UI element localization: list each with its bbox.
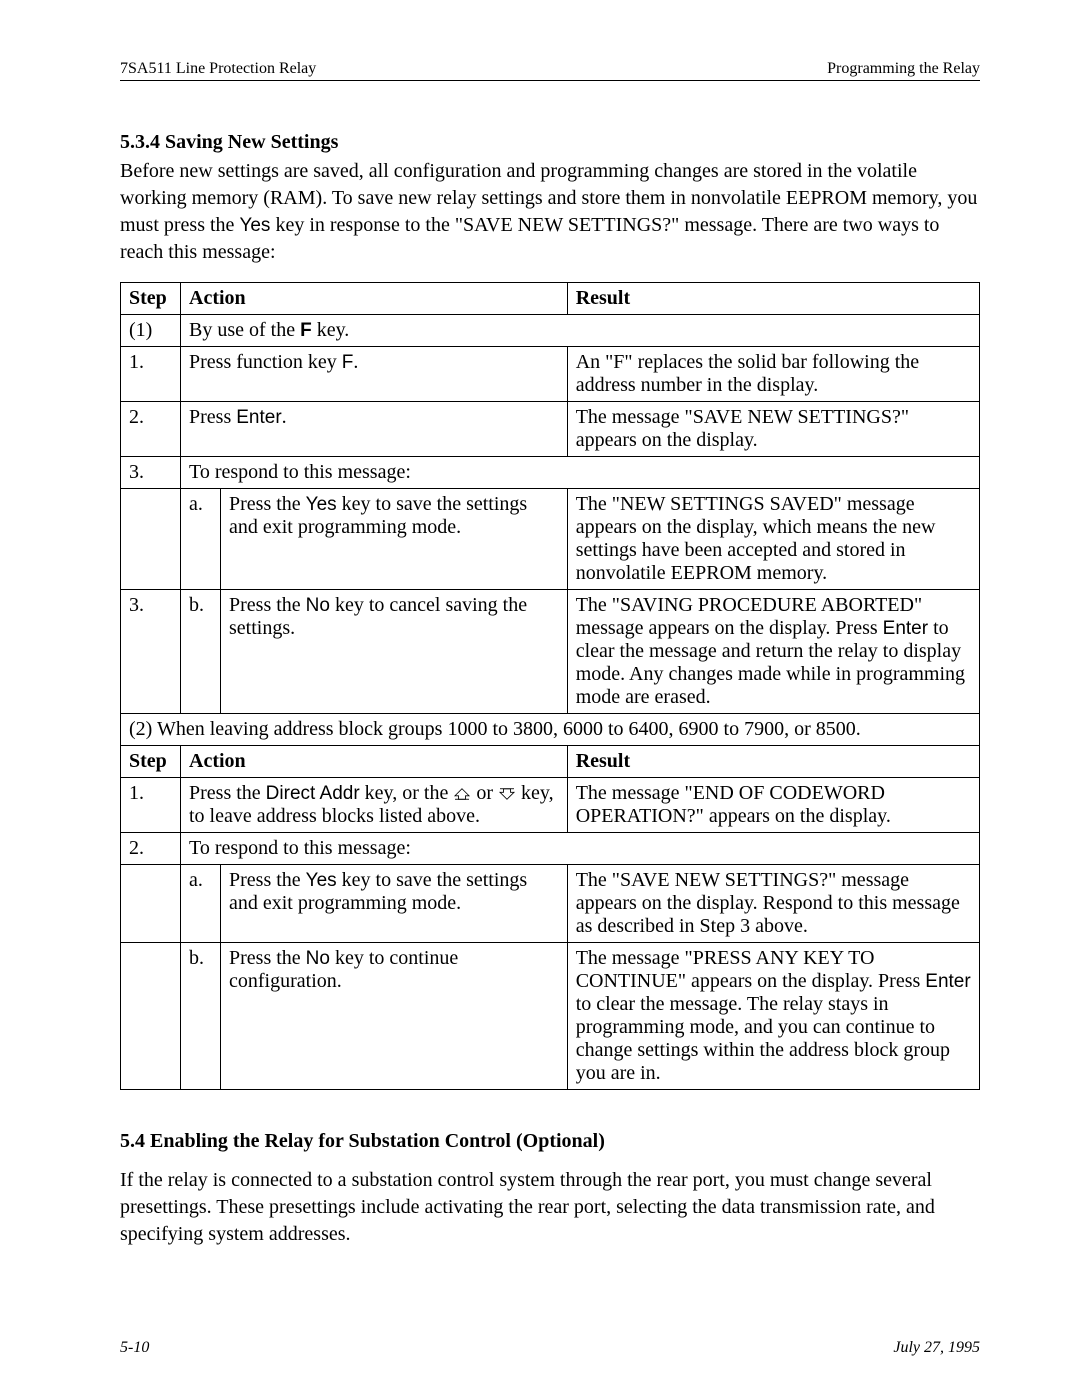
result-cell: An "F" replaces the solid bar following … — [567, 347, 979, 402]
step-cell: 3. — [121, 457, 181, 489]
step-cell: 2. — [121, 833, 181, 865]
s2a-pre: Press the — [229, 869, 306, 891]
group1-post: key. — [312, 319, 350, 341]
no-key-text-2: No — [306, 948, 330, 969]
step-cell: 1. — [121, 347, 181, 402]
section-54-heading: 5.4 Enabling the Relay for Substation Co… — [120, 1130, 980, 1153]
f-key-text: F — [300, 320, 312, 341]
step-cell: 3. — [121, 590, 181, 714]
footer-right: July 27, 1995 — [893, 1339, 980, 1357]
step-cell-empty — [121, 865, 181, 943]
page-footer: 5-10 July 27, 1995 — [120, 1339, 980, 1357]
s2b-res-post: to clear the message. The relay stays in… — [576, 993, 950, 1084]
r1-post: . — [353, 351, 358, 373]
action-cell: Press the Yes key to save the settings a… — [221, 489, 568, 590]
yes-key-text: Yes — [239, 215, 270, 236]
table-row: a. Press the Yes key to save the setting… — [121, 489, 980, 590]
table-row: 1. Press function key F. An "F" replaces… — [121, 347, 980, 402]
step-cell-empty — [121, 489, 181, 590]
group2-label: (2) When leaving address block groups 10… — [121, 714, 980, 746]
table-header-row: Step Action Result — [121, 283, 980, 315]
down-arrow-icon — [498, 787, 516, 801]
action-cell: Press the Yes key to save the settings a… — [221, 865, 568, 943]
table-row: 3. b. Press the No key to cancel saving … — [121, 590, 980, 714]
enter-key-text-2: Enter — [883, 618, 928, 639]
group1-left: (1) — [121, 315, 181, 347]
table-row: a. Press the Yes key to save the setting… — [121, 865, 980, 943]
action-cell-span: To respond to this message: — [181, 833, 980, 865]
f-key-text-2: F — [342, 352, 354, 373]
step-cell: 2. — [121, 402, 181, 457]
s1-pre: Press the — [189, 782, 266, 804]
action-cell: Press function key F. — [181, 347, 568, 402]
r3b-pre: Press the — [229, 594, 306, 616]
up-arrow-icon — [453, 787, 471, 801]
sub-cell: a. — [181, 865, 221, 943]
enter-key-text: Enter — [236, 407, 281, 428]
table-row: 2. Press Enter. The message "SAVE NEW SE… — [121, 402, 980, 457]
col-action-header: Action — [181, 283, 568, 315]
yes-key-text-3: Yes — [306, 870, 337, 891]
result-cell: The "SAVE NEW SETTINGS?" message appears… — [567, 865, 979, 943]
r2-post: . — [282, 406, 287, 428]
step-cell: 1. — [121, 778, 181, 833]
col-step-header-2: Step — [121, 746, 181, 778]
r3b-res-pre: The "SAVING PROCEDURE ABORTED" message a… — [576, 594, 922, 639]
table-row: 1. Press the Direct Addr key, or the or … — [121, 778, 980, 833]
step-cell-empty — [121, 943, 181, 1090]
s2b-res-pre: The message "PRESS ANY KEY TO CONTINUE" … — [576, 947, 926, 992]
table-row: 2. To respond to this message: — [121, 833, 980, 865]
col-step-header: Step — [121, 283, 181, 315]
col-result-header-2: Result — [567, 746, 979, 778]
r3a-pre: Press the — [229, 493, 306, 515]
settings-table: Step Action Result (1) By use of the F k… — [120, 282, 980, 1090]
action-cell: Press the No key to continue configurati… — [221, 943, 568, 1090]
group2-row: (2) When leaving address block groups 10… — [121, 714, 980, 746]
header-right: Programming the Relay — [827, 60, 980, 78]
result-cell: The "SAVING PROCEDURE ABORTED" message a… — [567, 590, 979, 714]
yes-key-text-2: Yes — [306, 494, 337, 515]
header-left: 7SA511 Line Protection Relay — [120, 60, 316, 78]
action-cell: Press the Direct Addr key, or the or key… — [181, 778, 568, 833]
sub-cell: a. — [181, 489, 221, 590]
r2-pre: Press — [189, 406, 236, 428]
section-534-para: Before new settings are saved, all confi… — [120, 158, 980, 266]
s1-mid2: or — [471, 782, 498, 804]
col-action-header-2: Action — [181, 746, 568, 778]
s2b-pre: Press the — [229, 947, 306, 969]
section-534-heading: 5.3.4 Saving New Settings — [120, 131, 980, 154]
result-cell: The message "PRESS ANY KEY TO CONTINUE" … — [567, 943, 979, 1090]
sub-cell: b. — [181, 590, 221, 714]
action-cell: Press the No key to cancel saving the se… — [221, 590, 568, 714]
page: 7SA511 Line Protection Relay Programming… — [0, 0, 1080, 1397]
action-cell: Press Enter. — [181, 402, 568, 457]
group1-right: By use of the F key. — [181, 315, 980, 347]
sub-cell: b. — [181, 943, 221, 1090]
r1-pre: Press function key — [189, 351, 342, 373]
table-row: b. Press the No key to continue configur… — [121, 943, 980, 1090]
direct-addr-key-text: Direct Addr — [266, 783, 360, 804]
table-row: 3. To respond to this message: — [121, 457, 980, 489]
s1-mid: key, or the — [360, 782, 454, 804]
enter-key-text-3: Enter — [925, 971, 970, 992]
result-cell: The message "END OF CODEWORD OPERATION?"… — [567, 778, 979, 833]
table-header-row-2: Step Action Result — [121, 746, 980, 778]
action-cell-span: To respond to this message: — [181, 457, 980, 489]
footer-left: 5-10 — [120, 1339, 149, 1357]
result-cell: The message "SAVE NEW SETTINGS?" appears… — [567, 402, 979, 457]
no-key-text: No — [306, 595, 330, 616]
section-54-para: If the relay is connected to a substatio… — [120, 1167, 980, 1248]
group1-row: (1) By use of the F key. — [121, 315, 980, 347]
page-header: 7SA511 Line Protection Relay Programming… — [120, 60, 980, 81]
group1-pre: By use of the — [189, 319, 300, 341]
result-cell: The "NEW SETTINGS SAVED" message appears… — [567, 489, 979, 590]
col-result-header: Result — [567, 283, 979, 315]
